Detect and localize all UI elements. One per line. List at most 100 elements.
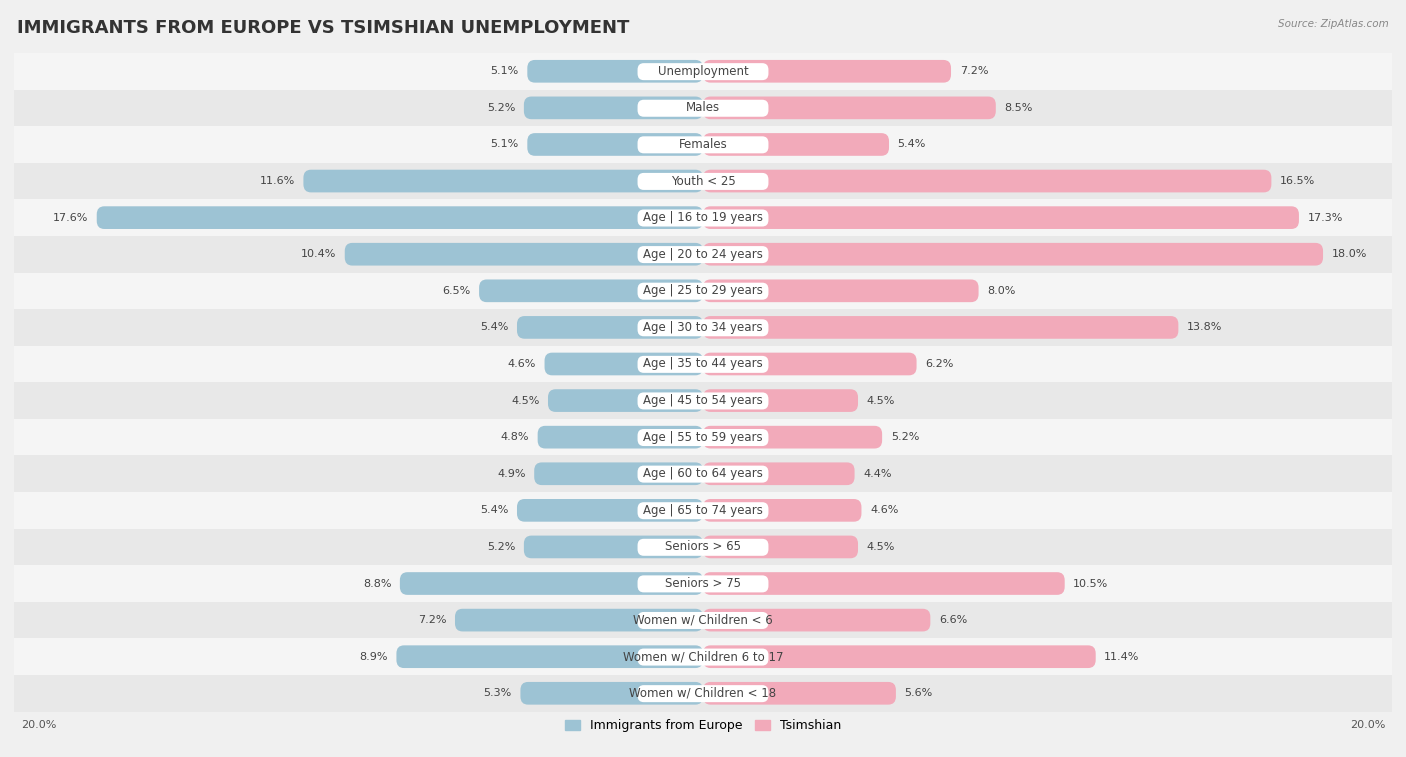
Text: 4.4%: 4.4% bbox=[863, 469, 891, 478]
FancyBboxPatch shape bbox=[637, 649, 769, 665]
Bar bbox=[14, 638, 1392, 675]
Text: 13.8%: 13.8% bbox=[1187, 322, 1222, 332]
FancyBboxPatch shape bbox=[344, 243, 703, 266]
Text: Females: Females bbox=[679, 138, 727, 151]
Text: 5.1%: 5.1% bbox=[491, 139, 519, 149]
Bar bbox=[14, 602, 1392, 638]
FancyBboxPatch shape bbox=[637, 466, 769, 483]
FancyBboxPatch shape bbox=[527, 60, 703, 83]
Text: Age | 25 to 29 years: Age | 25 to 29 years bbox=[643, 285, 763, 298]
Text: Age | 60 to 64 years: Age | 60 to 64 years bbox=[643, 467, 763, 480]
Text: Age | 65 to 74 years: Age | 65 to 74 years bbox=[643, 504, 763, 517]
Text: 11.4%: 11.4% bbox=[1104, 652, 1140, 662]
Bar bbox=[14, 163, 1392, 199]
FancyBboxPatch shape bbox=[637, 246, 769, 263]
Text: 4.6%: 4.6% bbox=[870, 506, 898, 516]
Text: Source: ZipAtlas.com: Source: ZipAtlas.com bbox=[1278, 19, 1389, 29]
FancyBboxPatch shape bbox=[637, 612, 769, 629]
FancyBboxPatch shape bbox=[703, 243, 1323, 266]
FancyBboxPatch shape bbox=[396, 646, 703, 668]
FancyBboxPatch shape bbox=[520, 682, 703, 705]
Text: Unemployment: Unemployment bbox=[658, 65, 748, 78]
Text: 5.2%: 5.2% bbox=[486, 542, 515, 552]
Text: 8.8%: 8.8% bbox=[363, 578, 391, 588]
Text: Age | 45 to 54 years: Age | 45 to 54 years bbox=[643, 394, 763, 407]
FancyBboxPatch shape bbox=[524, 536, 703, 558]
Text: 17.6%: 17.6% bbox=[53, 213, 89, 223]
Text: IMMIGRANTS FROM EUROPE VS TSIMSHIAN UNEMPLOYMENT: IMMIGRANTS FROM EUROPE VS TSIMSHIAN UNEM… bbox=[17, 19, 630, 37]
FancyBboxPatch shape bbox=[703, 207, 1299, 229]
Text: 4.6%: 4.6% bbox=[508, 359, 536, 369]
Text: 10.5%: 10.5% bbox=[1073, 578, 1108, 588]
Text: 4.5%: 4.5% bbox=[866, 542, 896, 552]
Bar bbox=[14, 309, 1392, 346]
Text: 4.5%: 4.5% bbox=[510, 396, 540, 406]
Text: 7.2%: 7.2% bbox=[418, 615, 446, 625]
FancyBboxPatch shape bbox=[399, 572, 703, 595]
Text: Age | 20 to 24 years: Age | 20 to 24 years bbox=[643, 248, 763, 260]
FancyBboxPatch shape bbox=[637, 539, 769, 556]
Text: Youth < 25: Youth < 25 bbox=[671, 175, 735, 188]
FancyBboxPatch shape bbox=[517, 316, 703, 338]
Text: Males: Males bbox=[686, 101, 720, 114]
Text: Age | 35 to 44 years: Age | 35 to 44 years bbox=[643, 357, 763, 370]
Text: 5.2%: 5.2% bbox=[891, 432, 920, 442]
FancyBboxPatch shape bbox=[548, 389, 703, 412]
FancyBboxPatch shape bbox=[637, 319, 769, 336]
Bar bbox=[14, 273, 1392, 309]
Bar bbox=[14, 382, 1392, 419]
FancyBboxPatch shape bbox=[524, 97, 703, 119]
FancyBboxPatch shape bbox=[637, 502, 769, 519]
Bar bbox=[14, 456, 1392, 492]
FancyBboxPatch shape bbox=[703, 426, 882, 448]
FancyBboxPatch shape bbox=[703, 536, 858, 558]
Bar bbox=[14, 565, 1392, 602]
Text: Age | 16 to 19 years: Age | 16 to 19 years bbox=[643, 211, 763, 224]
FancyBboxPatch shape bbox=[456, 609, 703, 631]
FancyBboxPatch shape bbox=[703, 646, 1095, 668]
Text: 5.1%: 5.1% bbox=[491, 67, 519, 76]
FancyBboxPatch shape bbox=[527, 133, 703, 156]
FancyBboxPatch shape bbox=[637, 356, 769, 373]
FancyBboxPatch shape bbox=[637, 63, 769, 80]
FancyBboxPatch shape bbox=[97, 207, 703, 229]
FancyBboxPatch shape bbox=[703, 133, 889, 156]
Text: Women w/ Children < 6: Women w/ Children < 6 bbox=[633, 614, 773, 627]
Text: 18.0%: 18.0% bbox=[1331, 249, 1367, 259]
FancyBboxPatch shape bbox=[534, 463, 703, 485]
Bar bbox=[14, 346, 1392, 382]
FancyBboxPatch shape bbox=[703, 170, 1271, 192]
Text: 7.2%: 7.2% bbox=[960, 67, 988, 76]
Text: 4.5%: 4.5% bbox=[866, 396, 896, 406]
Bar bbox=[14, 199, 1392, 236]
Text: Seniors > 65: Seniors > 65 bbox=[665, 540, 741, 553]
Text: 5.4%: 5.4% bbox=[479, 322, 509, 332]
Text: 20.0%: 20.0% bbox=[1350, 720, 1385, 730]
Text: 8.9%: 8.9% bbox=[360, 652, 388, 662]
Bar bbox=[14, 89, 1392, 126]
Bar bbox=[14, 236, 1392, 273]
Bar bbox=[14, 528, 1392, 565]
FancyBboxPatch shape bbox=[703, 682, 896, 705]
Text: Women w/ Children < 18: Women w/ Children < 18 bbox=[630, 687, 776, 699]
FancyBboxPatch shape bbox=[703, 572, 1064, 595]
Text: 4.9%: 4.9% bbox=[498, 469, 526, 478]
Text: 11.6%: 11.6% bbox=[260, 176, 295, 186]
FancyBboxPatch shape bbox=[637, 429, 769, 446]
Text: 5.4%: 5.4% bbox=[897, 139, 927, 149]
Bar bbox=[14, 675, 1392, 712]
FancyBboxPatch shape bbox=[637, 136, 769, 154]
FancyBboxPatch shape bbox=[703, 353, 917, 375]
FancyBboxPatch shape bbox=[703, 463, 855, 485]
Legend: Immigrants from Europe, Tsimshian: Immigrants from Europe, Tsimshian bbox=[560, 714, 846, 737]
Bar bbox=[14, 492, 1392, 528]
FancyBboxPatch shape bbox=[637, 173, 769, 190]
Text: 6.2%: 6.2% bbox=[925, 359, 953, 369]
Text: 4.8%: 4.8% bbox=[501, 432, 529, 442]
FancyBboxPatch shape bbox=[703, 97, 995, 119]
FancyBboxPatch shape bbox=[703, 609, 931, 631]
Text: 10.4%: 10.4% bbox=[301, 249, 336, 259]
Text: 8.0%: 8.0% bbox=[987, 286, 1015, 296]
Text: 5.4%: 5.4% bbox=[479, 506, 509, 516]
Text: 5.6%: 5.6% bbox=[904, 688, 932, 698]
